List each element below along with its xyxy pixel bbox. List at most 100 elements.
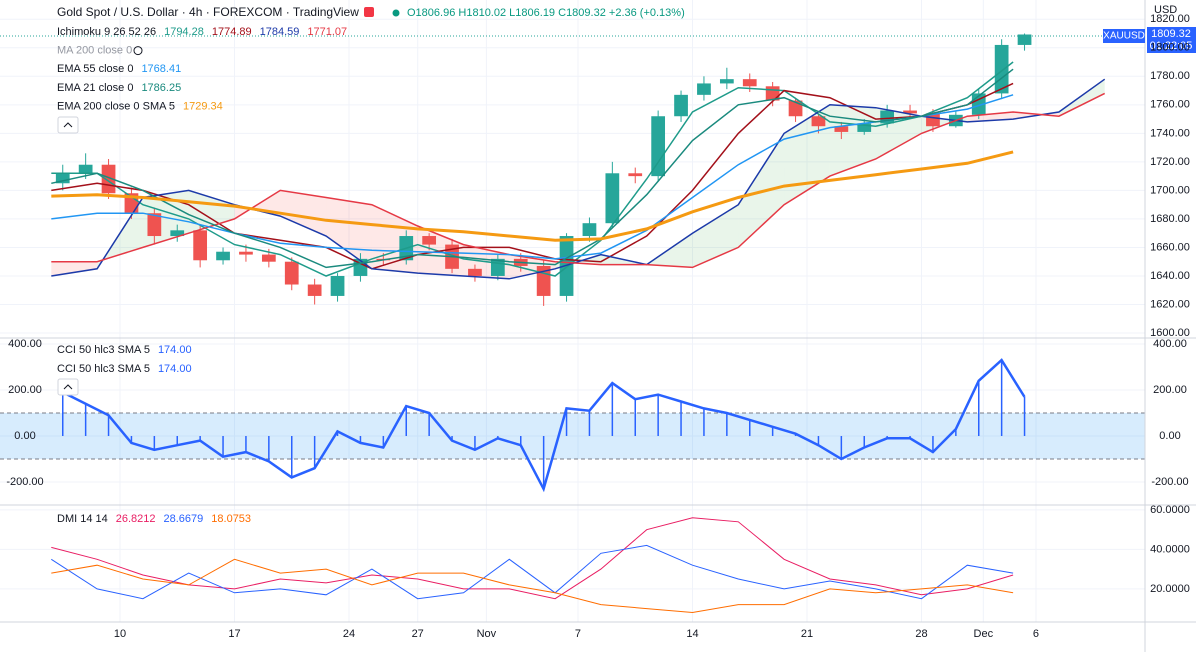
candle-body [674, 94, 688, 117]
indicator-legend: CCI 50 hlc3 SMA 5 174.00 [57, 363, 192, 375]
line [51, 78, 1106, 280]
button-frame[interactable] [57, 116, 79, 134]
currency: USD [1154, 4, 1177, 16]
y-tick-label: 1640.00 [1150, 270, 1190, 282]
x-tick-label: 24 [343, 628, 355, 640]
candle-body [1017, 34, 1032, 45]
y-tick-label: 1680.00 [1150, 213, 1190, 225]
y-tick-label-left: 0.00 [14, 430, 35, 442]
y-tick-label: 1720.00 [1150, 156, 1190, 168]
cloud-fill [326, 197, 372, 269]
indicator-readout: 1786.25 [141, 82, 181, 94]
y-tick-label: 1660.00 [1150, 241, 1190, 253]
x-tick-label: 6 [1033, 628, 1039, 640]
collapse-button[interactable] [57, 116, 79, 134]
x-tick-label: 28 [915, 628, 927, 640]
ohlc: O1806.96 H1810.02 L1806.19 C1809.32 +2.3… [407, 7, 685, 19]
indicator-readout: 174.00 [158, 363, 192, 375]
indicator-readout: 18.0753 [211, 513, 251, 525]
candle-body [284, 261, 299, 285]
indicator-legend: EMA 55 close 0 1768.41 [57, 63, 181, 75]
cloud-fill [188, 190, 235, 234]
candle-body [628, 173, 643, 177]
candle-body [193, 230, 208, 261]
ohlc-close: C1809.32 [558, 7, 606, 19]
line [51, 558, 1014, 614]
plot [0, 33, 1145, 614]
symbol-label: XAUUSD [1103, 31, 1145, 42]
symbol-tag [1103, 29, 1145, 43]
candle-body [239, 251, 253, 255]
x-tick-label: Dec [974, 628, 994, 640]
cloud-fill [51, 261, 98, 276]
y-tick-label-left: 200.00 [8, 384, 42, 396]
y-tick-label: 1620.00 [1150, 298, 1190, 310]
ohlc-low: L1806.19 [509, 7, 555, 19]
y-tick-label: 1760.00 [1150, 99, 1190, 111]
candle-body [719, 79, 734, 84]
indicator-readout: 1784.59 [260, 26, 300, 38]
candle-body [170, 230, 185, 237]
y-tick-label: 1800.00 [1150, 42, 1190, 54]
candle-body [147, 213, 162, 237]
candle-body [582, 223, 597, 237]
y-tick-label-left: 400.00 [8, 338, 42, 350]
indicator-name: EMA 21 close 0 [57, 82, 133, 94]
line [51, 94, 1014, 260]
band-fill [0, 412, 1145, 459]
candle-body [903, 110, 917, 114]
x-tick-label: 27 [412, 628, 424, 640]
line [51, 68, 1014, 269]
x-tick-label: 10 [114, 628, 126, 640]
indicator-readout: 1771.07 [307, 26, 347, 38]
y-tick-label: 0.00 [1159, 430, 1180, 442]
candle-body [605, 173, 620, 224]
indicator-readout: 1729.34 [183, 100, 223, 112]
y-tick-label: 60.0000 [1150, 504, 1190, 516]
candle-body [742, 79, 757, 87]
indicator-name: CCI 50 hlc3 SMA 5 [57, 363, 150, 375]
price-label: 1809.32 [1151, 28, 1191, 40]
candle-body [811, 116, 826, 127]
line [62, 358, 1026, 493]
cloud-fill [1058, 79, 1105, 117]
y-tick-label: -200.00 [1151, 476, 1188, 488]
candle-body [307, 284, 322, 296]
candle-body [422, 236, 437, 245]
y-tick-label: 1820.00 [1150, 13, 1190, 25]
ohlc-high: H1810.02 [458, 7, 506, 19]
hidden-eye-icon [133, 46, 143, 56]
x-tick-label: Nov [477, 628, 497, 640]
indicator-readout: 1774.89 [212, 26, 252, 38]
flag-icon[interactable] [364, 7, 374, 17]
caret [63, 122, 73, 128]
y-tick-label: 1780.00 [1150, 70, 1190, 82]
ohlc-change: +2.36 (+0.13%) [609, 7, 685, 19]
x-tick-label: 17 [228, 628, 240, 640]
x-tick-label: 14 [686, 628, 698, 640]
indicator-readout: 1768.41 [141, 63, 181, 75]
indicator-name: CCI 50 hlc3 SMA 5 [57, 344, 150, 356]
y-tick-label-left: -200.00 [6, 476, 43, 488]
indicator-legend: EMA 200 close 0 SMA 5 1729.34 [57, 100, 223, 112]
indicator-legend: EMA 21 close 0 1786.25 [57, 82, 181, 94]
y-tick-label: 400.00 [1153, 338, 1187, 350]
button-frame[interactable] [57, 378, 79, 396]
indicator-name: Ichimoku 9 26 52 26 [57, 26, 156, 38]
line [51, 517, 1014, 600]
indicator-legend: DMI 14 14 26.8212 28.6679 18.0753 [57, 513, 251, 525]
collapse-button[interactable] [57, 378, 79, 396]
caret [63, 384, 73, 390]
indicator-readout: 28.6679 [164, 513, 204, 525]
indicator-name: EMA 55 close 0 [57, 63, 133, 75]
y-tick-label: 40.0000 [1150, 543, 1190, 555]
y-tick-label: 200.00 [1153, 384, 1187, 396]
candle-body [330, 275, 345, 296]
chart-title: Gold Spot / U.S. Dollar · 4h · FOREXCOM … [57, 5, 359, 19]
indicator-readout: 1794.28 [164, 26, 204, 38]
candle-body [697, 83, 711, 95]
y-tick-label: 1700.00 [1150, 184, 1190, 196]
ohlc-open: O1806.96 [407, 7, 455, 19]
line [51, 544, 1014, 600]
